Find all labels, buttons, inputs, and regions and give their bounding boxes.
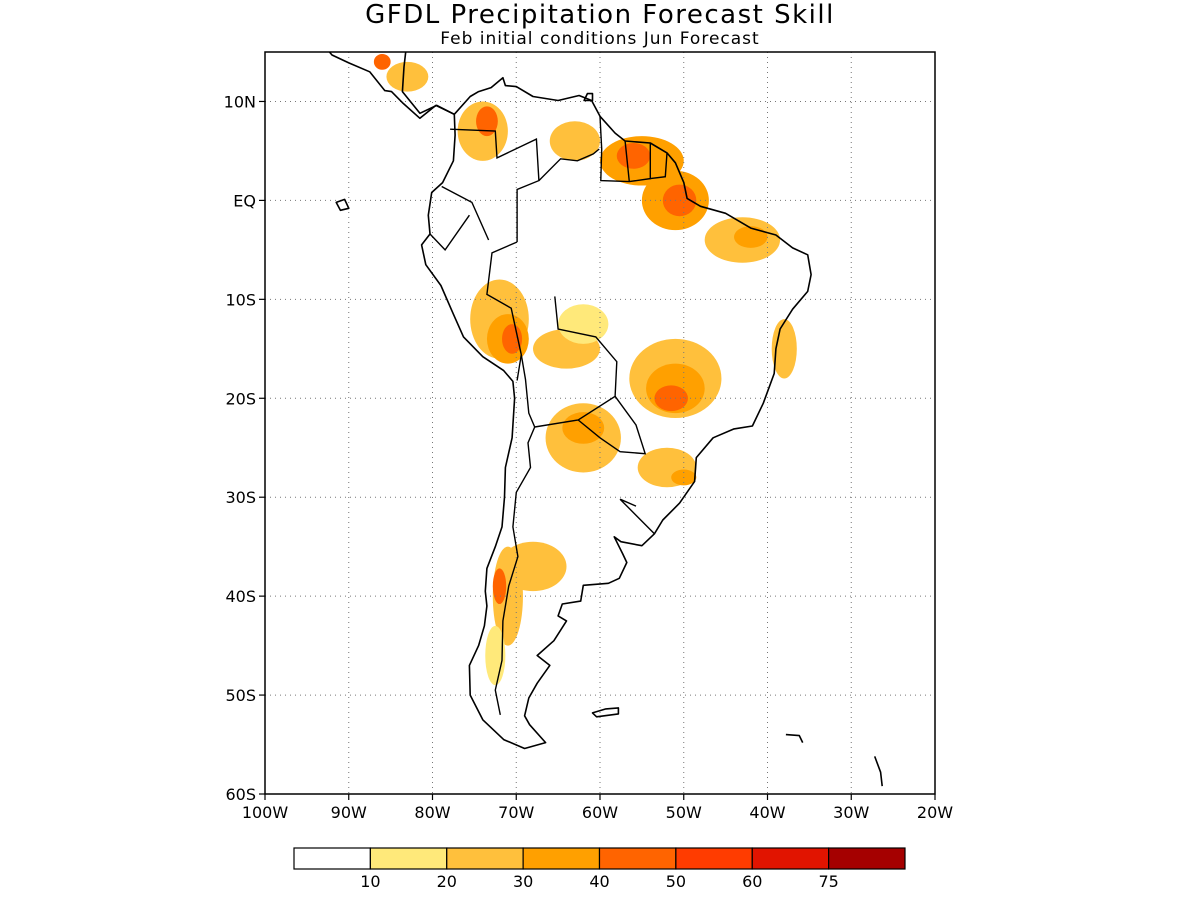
skill-region-26 [386,61,429,92]
colorbar-swatch-1 [369,847,448,870]
skill-region-16 [654,385,688,412]
coastline-central-america-pacific [328,52,455,120]
border-line-6 [577,395,647,455]
lon-tick-label-1: 90W [331,803,367,822]
lon-tick-label-2: 80W [414,803,450,822]
colorbar-swatch-6 [751,847,830,870]
island-south-sandwich [873,756,883,787]
lat-tick-label-2: 10S [225,290,256,309]
colorbar-swatch-3 [522,847,601,870]
lon-tick-label-8: 20W [917,803,953,822]
grid-lines [265,52,935,794]
skill-region-27 [373,53,391,70]
colorbar-label-4: 50 [666,872,686,891]
lon-tick-label-4: 60W [582,803,618,822]
map-subtitle: Feb initial conditions Jun Forecast [440,29,760,49]
skill-region-6 [662,184,697,217]
island-falklands [591,707,620,718]
colorbar-label-5: 60 [742,872,762,891]
border-line-10 [650,152,668,180]
border-line-8 [599,116,651,183]
map-plot-area [265,52,935,794]
lat-tick-label-1: EQ [233,191,256,210]
border-line-9 [624,140,630,182]
border-line-1 [441,185,490,241]
border-line-7 [619,498,655,535]
colorbar-label-3: 40 [589,872,609,891]
coastline-central-america-caribbean [401,52,455,116]
border-line-0 [450,128,540,242]
colorbar-swatch-2 [446,847,524,870]
skill-region-2 [549,121,600,161]
coastline-layer [328,52,883,787]
skill-region-13 [558,304,609,344]
colorbar-swatch-0 [293,847,371,870]
colorbar-label-0: 10 [360,872,380,891]
colorbar-swatch-7 [828,847,906,870]
border-line-11 [538,148,600,182]
island-south-georgia [785,733,804,743]
border-line-5 [494,354,536,716]
lat-tick-label-3: 20S [225,389,256,408]
skill-region-1 [476,106,498,137]
lon-tick-label-3: 70W [498,803,534,822]
colorbar-swatch-4 [598,847,677,870]
lat-tick-label-4: 30S [225,488,256,507]
island-galapagos [335,198,350,212]
skill-shading-layer [373,53,797,686]
skill-region-4 [616,143,651,169]
skill-region-17 [771,319,797,379]
border-line-2 [429,214,470,252]
colorbar-swatch-5 [675,847,753,870]
lon-tick-label-0: 100W [242,803,289,822]
lon-tick-label-7: 30W [833,803,869,822]
map-title: GFDL Precipitation Forecast Skill [365,0,835,30]
skill-region-24 [492,568,507,605]
lat-tick-label-6: 50S [225,686,256,705]
lon-tick-label-6: 40W [749,803,785,822]
colorbar-label-2: 30 [513,872,533,891]
lat-tick-label-7: 60S [225,785,256,804]
skill-region-19 [562,412,605,444]
colorbar-label-6: 75 [818,872,838,891]
border-line-3 [486,241,523,381]
colorbar-label-1: 20 [437,872,457,891]
lat-tick-label-5: 40S [225,587,256,606]
skill-region-8 [734,226,768,248]
island-trinidad [583,92,594,102]
lat-tick-label-0: 10N [224,92,256,111]
skill-region-11 [502,324,523,354]
lon-tick-label-5: 50W [666,803,702,822]
colorbar: 10 20 30 40 50 60 75 [293,847,906,891]
